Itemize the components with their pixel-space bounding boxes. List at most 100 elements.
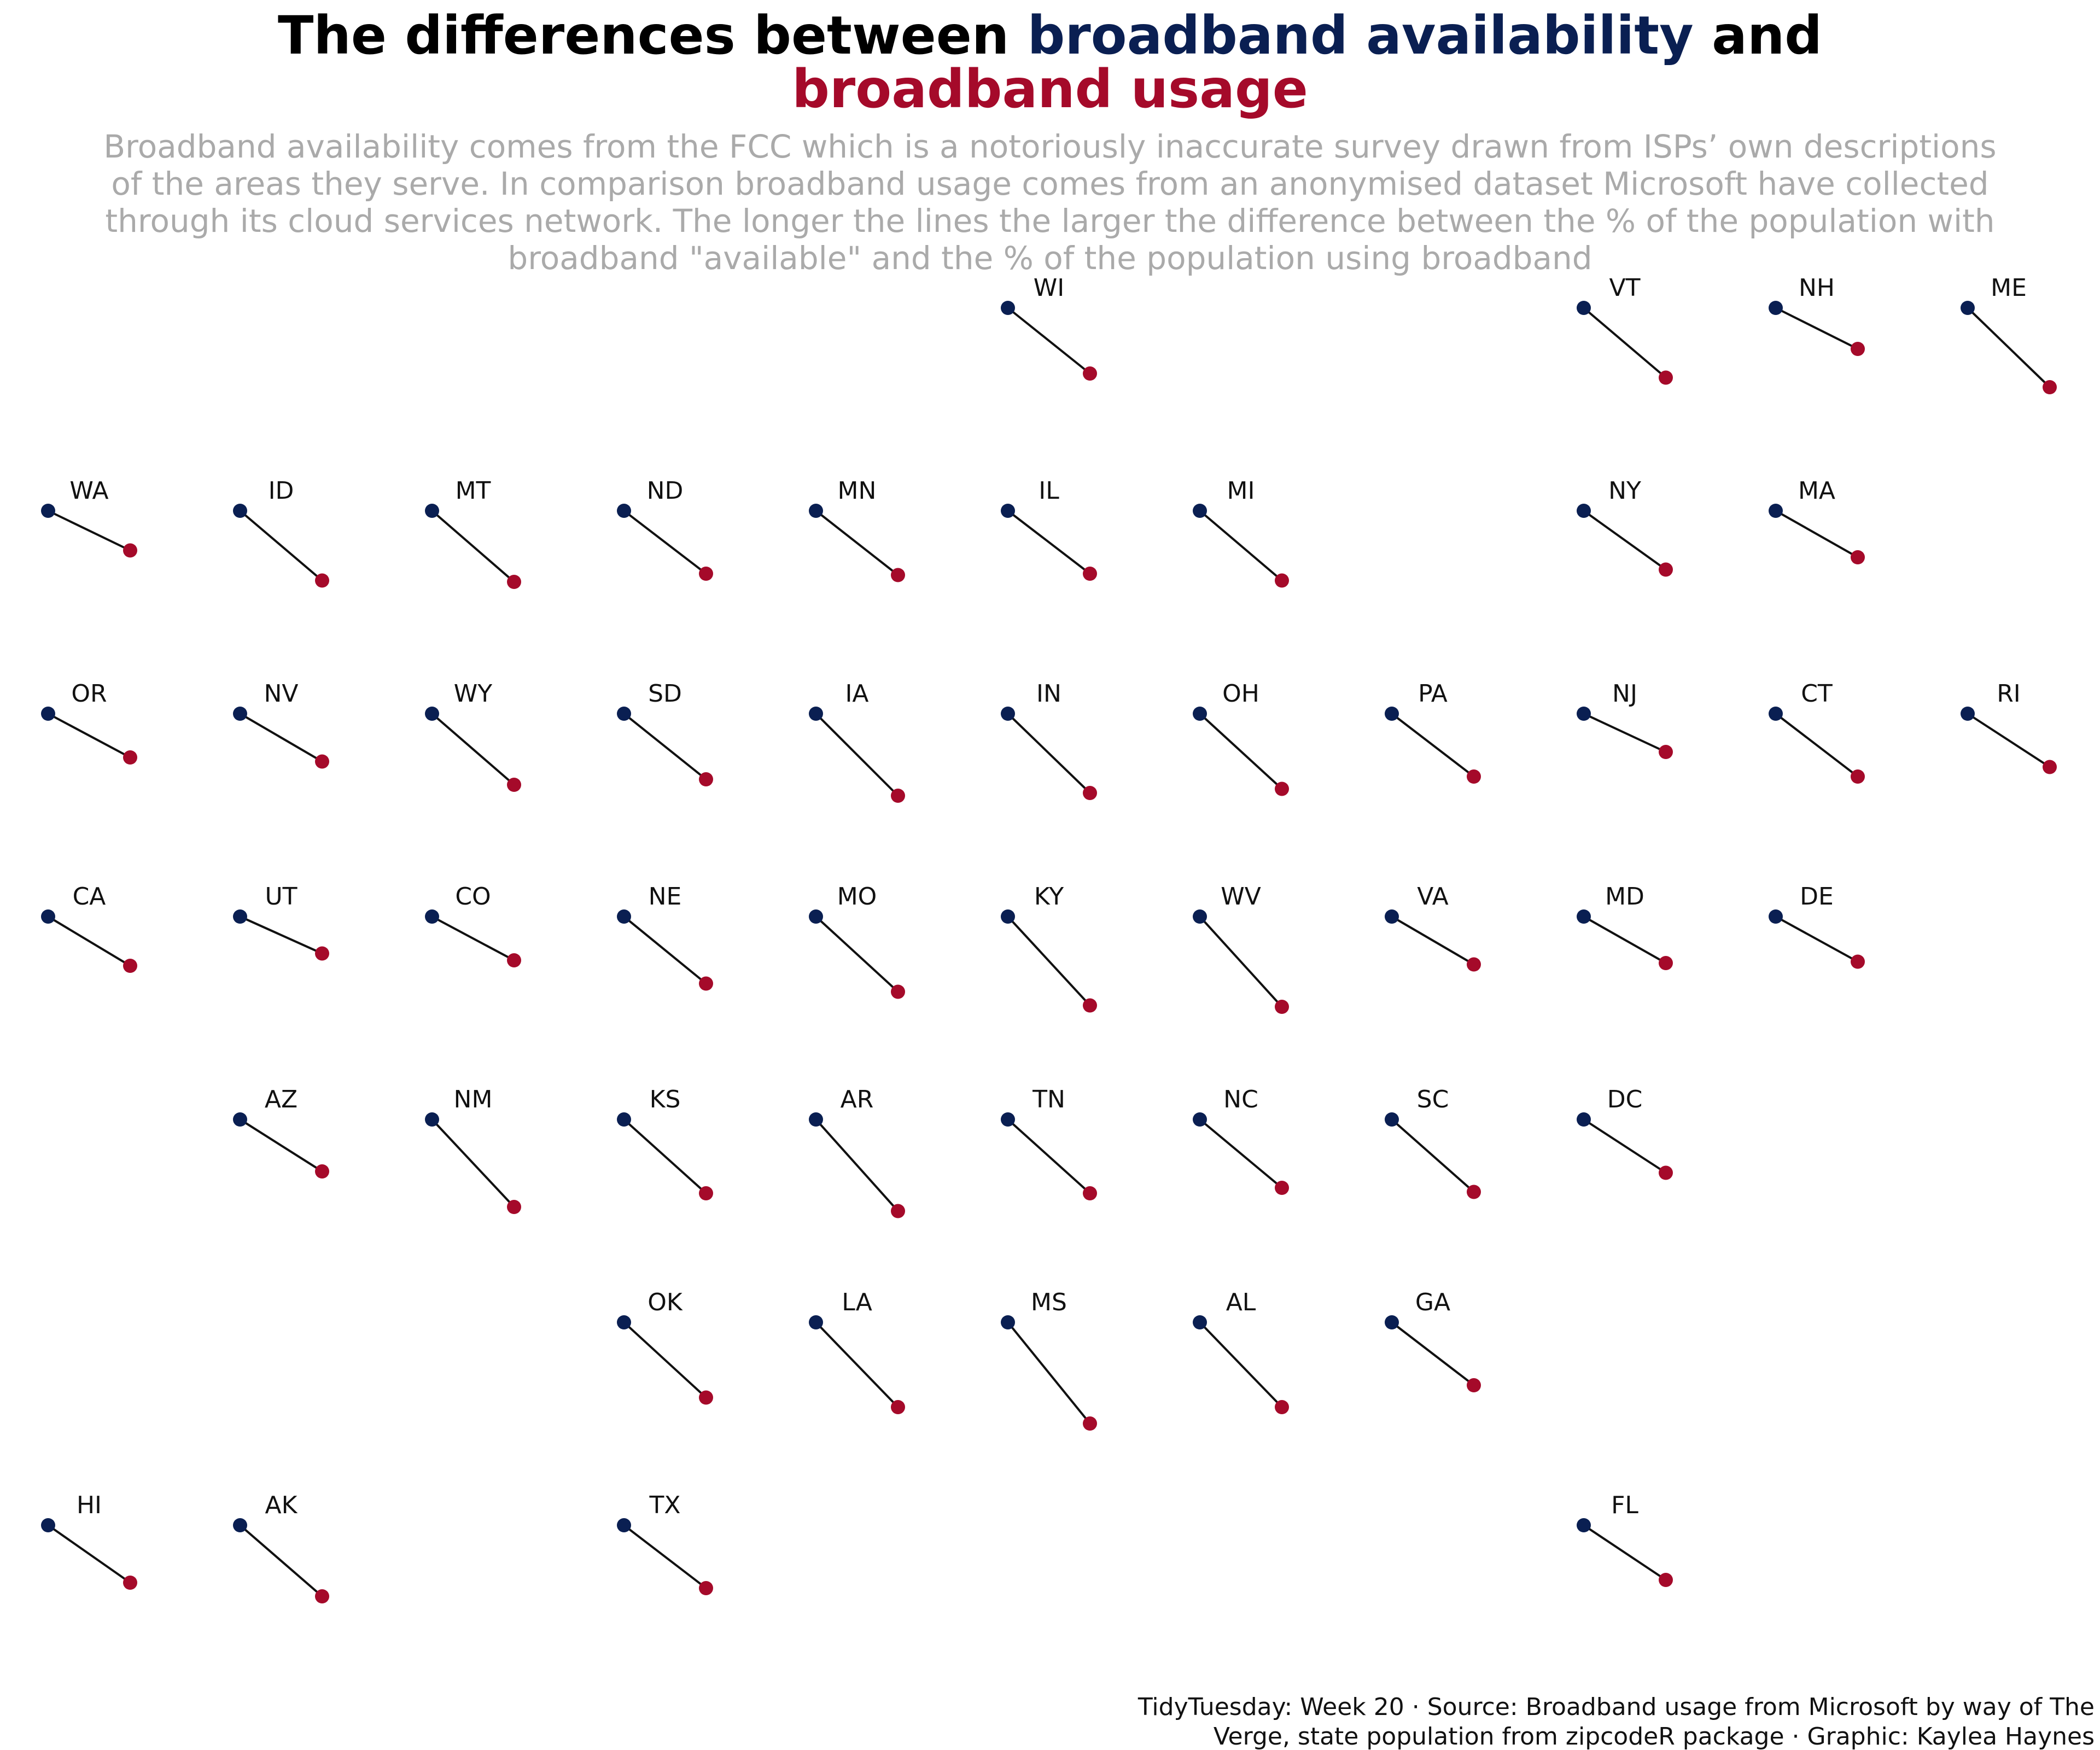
availability-point-nj [1577, 707, 1591, 721]
state-panel-wv: WV [1193, 883, 1289, 1014]
connector-line-nh [1775, 307, 1858, 350]
state-panel-ri: RI [1961, 680, 2057, 774]
availability-point-wy [425, 707, 439, 721]
availability-point-il [1001, 504, 1015, 518]
state-label-nm: NM [454, 1086, 493, 1113]
state-label-pa: PA [1418, 680, 1448, 708]
availability-point-dc [1577, 1112, 1591, 1127]
state-label-mt: MT [456, 477, 491, 505]
state-panel-tn: TN [1001, 1086, 1097, 1200]
connector-line-co [431, 915, 515, 961]
usage-point-dc [1659, 1165, 1673, 1180]
state-panel-fl: FL [1577, 1491, 1673, 1587]
connector-line-ny [1583, 510, 1667, 571]
state-label-ga: GA [1415, 1288, 1450, 1316]
availability-point-nh [1769, 301, 1783, 315]
availability-point-mt [425, 504, 439, 518]
usage-point-wi [1083, 366, 1097, 381]
connector-line-in [1007, 713, 1091, 794]
state-panels: WI VT NH ME WA ID MT ND MN IL MI NY MA OR NV WY SD IA IN OH… [41, 274, 2057, 1603]
connector-line-id [239, 510, 323, 582]
availability-point-id [233, 504, 247, 518]
state-panel-nj: NJ [1577, 680, 1673, 759]
state-label-ms: MS [1031, 1288, 1067, 1316]
state-label-wa: WA [69, 477, 108, 505]
state-label-ia: IA [845, 680, 868, 708]
connector-line-il [1007, 510, 1091, 575]
usage-point-wv [1275, 1000, 1289, 1014]
state-label-ky: KY [1034, 883, 1064, 911]
usage-point-nd [699, 567, 713, 581]
connector-line-ms [1007, 1321, 1091, 1425]
availability-point-ks [617, 1112, 631, 1127]
state-panel-mi: MI [1193, 477, 1289, 588]
connector-line-ca [47, 915, 131, 967]
availability-point-nv [233, 707, 247, 721]
state-panel-ny: NY [1577, 477, 1673, 577]
state-panel-vt: VT [1577, 274, 1673, 385]
connector-line-ok [623, 1321, 707, 1398]
state-panel-nc: NC [1193, 1086, 1289, 1195]
state-label-az: AZ [265, 1086, 298, 1113]
usage-point-ga [1467, 1378, 1481, 1392]
availability-point-nd [617, 504, 631, 518]
availability-point-la [809, 1315, 823, 1329]
caption-line-1: TidyTuesday: Week 20 · Source: Broadband… [1138, 1693, 2095, 1721]
state-panel-mt: MT [425, 477, 521, 589]
usage-point-hi [123, 1576, 137, 1590]
state-label-mi: MI [1227, 477, 1255, 505]
usage-point-de [1851, 954, 1865, 969]
usage-point-va [1467, 957, 1481, 972]
state-panel-ok: OK [617, 1288, 713, 1405]
usage-point-in [1083, 786, 1097, 800]
connector-line-nj [1583, 713, 1666, 753]
availability-point-mn [809, 504, 823, 518]
connector-line-ak [239, 1524, 323, 1597]
usage-point-fl [1659, 1573, 1673, 1587]
connector-line-or [48, 713, 131, 759]
state-label-wv: WV [1221, 883, 1261, 911]
availability-point-ny [1577, 504, 1591, 518]
availability-point-co [425, 909, 439, 924]
usage-point-md [1659, 956, 1673, 970]
subtitle-line-2: of the areas they serve. In comparison b… [111, 165, 1988, 202]
usage-point-me [2043, 380, 2057, 394]
connector-line-ga [1391, 1321, 1475, 1386]
state-label-me: ME [1991, 274, 2027, 302]
state-panel-pa: PA [1385, 680, 1481, 784]
connector-line-ct [1775, 713, 1859, 778]
connector-line-la [815, 1321, 899, 1408]
state-label-ut: UT [265, 883, 297, 911]
state-label-co: CO [455, 883, 491, 911]
connector-line-fl [1583, 1524, 1667, 1581]
connector-line-ks [623, 1118, 707, 1194]
connector-line-wi [1007, 307, 1091, 375]
connector-line-sc [1391, 1118, 1475, 1193]
connector-line-va [1391, 915, 1475, 966]
subtitle-line-3: through its cloud services network. The … [105, 202, 1994, 240]
state-panel-sd: SD [617, 680, 713, 786]
state-label-ma: MA [1798, 477, 1835, 505]
state-label-hi: HI [77, 1491, 102, 1519]
state-panel-ca: CA [41, 883, 137, 973]
chart-title-usage: broadband usage [792, 59, 1308, 120]
connector-line-mt [431, 510, 515, 583]
state-panel-az: AZ [233, 1086, 329, 1179]
state-panel-ga: GA [1385, 1288, 1481, 1392]
state-label-tx: TX [649, 1491, 680, 1519]
connector-line-wy [431, 713, 515, 786]
usage-point-la [891, 1400, 905, 1414]
availability-point-hi [41, 1518, 55, 1532]
connector-line-ri [1967, 713, 2051, 768]
connector-line-sd [623, 713, 707, 780]
state-panel-oh: OH [1193, 680, 1289, 796]
availability-point-sc [1385, 1112, 1399, 1127]
state-panel-co: CO [425, 883, 521, 967]
usage-point-id [315, 573, 329, 588]
usage-point-tn [1083, 1186, 1097, 1200]
state-panel-la: LA [809, 1288, 905, 1414]
connector-line-pa [1391, 713, 1475, 778]
state-panel-ar: AR [809, 1086, 905, 1218]
availability-point-pa [1385, 707, 1399, 721]
availability-point-sd [617, 707, 631, 721]
